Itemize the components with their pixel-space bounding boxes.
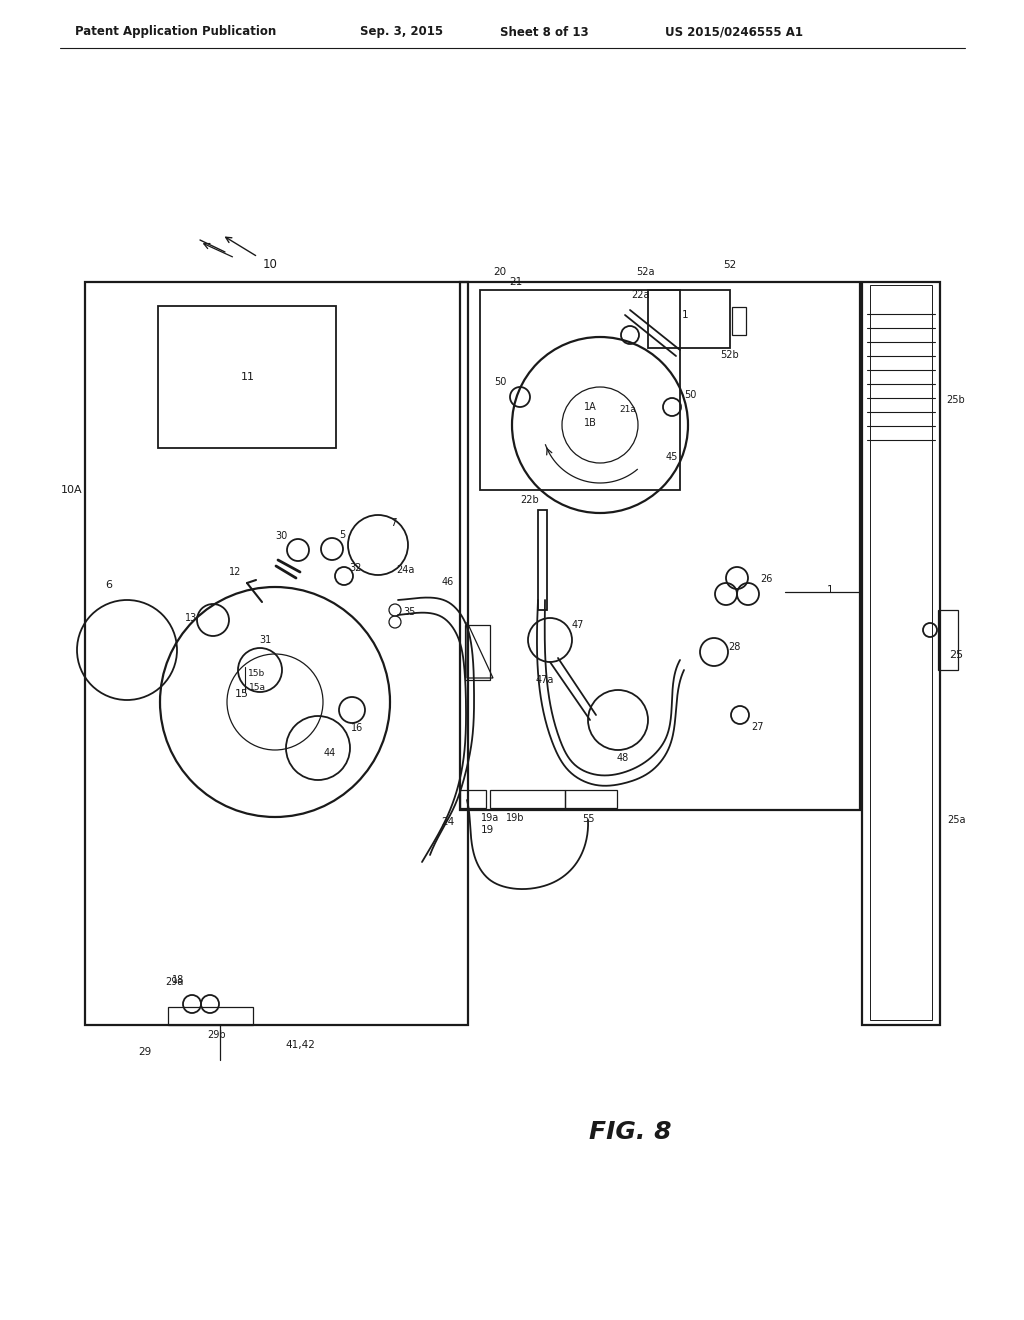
Text: 47: 47 [571, 620, 584, 630]
Bar [158, 306, 336, 447]
Text: 31: 31 [259, 635, 271, 645]
Text: 24a: 24a [396, 565, 414, 576]
Text: 7: 7 [390, 517, 396, 528]
Text: 30: 30 [274, 531, 287, 541]
Text: Patent Application Publication: Patent Application Publication [75, 25, 276, 38]
Text: 12: 12 [228, 568, 242, 577]
Text: 19a: 19a [481, 813, 499, 822]
Text: 15: 15 [234, 689, 249, 700]
Circle shape [923, 623, 937, 638]
Text: 52a: 52a [636, 267, 654, 277]
Bar [460, 789, 486, 808]
Text: 50: 50 [494, 378, 506, 387]
Text: 19: 19 [480, 825, 494, 836]
Bar [862, 282, 940, 1026]
Text: 6: 6 [105, 579, 113, 590]
Text: 35: 35 [402, 607, 415, 616]
Text: 41,42: 41,42 [285, 1040, 315, 1049]
Text: 55: 55 [582, 814, 594, 824]
Text: 13: 13 [185, 612, 198, 623]
Text: 44: 44 [324, 748, 336, 758]
Text: 10A: 10A [61, 484, 83, 495]
Text: 25b: 25b [946, 395, 966, 405]
Text: 47a: 47a [536, 675, 554, 685]
Bar [490, 789, 565, 808]
Bar [168, 1007, 253, 1026]
Text: 52: 52 [723, 260, 736, 271]
Text: 25a: 25a [947, 814, 966, 825]
Text: FIG. 8: FIG. 8 [589, 1119, 672, 1144]
Text: 22a: 22a [631, 290, 649, 300]
Bar [938, 610, 958, 671]
Bar [460, 282, 860, 810]
Text: 29: 29 [138, 1047, 152, 1057]
Bar [648, 290, 730, 348]
Bar [732, 308, 746, 335]
Text: 29b: 29b [208, 1030, 226, 1040]
Text: 52b: 52b [721, 350, 739, 360]
Text: 24: 24 [441, 817, 455, 828]
Text: 27: 27 [752, 722, 764, 733]
Text: 11: 11 [241, 372, 255, 381]
Text: Sep. 3, 2015: Sep. 3, 2015 [360, 25, 443, 38]
Text: 1: 1 [826, 585, 834, 595]
Text: US 2015/0246555 A1: US 2015/0246555 A1 [665, 25, 803, 38]
Text: 15a: 15a [249, 684, 265, 693]
Text: 45: 45 [666, 451, 678, 462]
Text: 28: 28 [728, 642, 740, 652]
Text: 1A: 1A [584, 403, 596, 412]
Text: 25: 25 [949, 649, 963, 660]
Text: 26: 26 [760, 574, 772, 583]
Bar [870, 285, 932, 1020]
Text: 21: 21 [509, 277, 522, 286]
Text: 1B: 1B [584, 418, 596, 428]
Text: 21a: 21a [620, 405, 637, 414]
Text: 19b: 19b [506, 813, 524, 822]
Bar [480, 290, 680, 490]
Text: 18: 18 [172, 975, 184, 985]
Text: 16: 16 [351, 723, 364, 733]
Text: 50: 50 [684, 389, 696, 400]
Bar [565, 789, 617, 808]
Text: 32: 32 [350, 564, 362, 573]
Text: 10: 10 [262, 259, 278, 272]
Text: 15b: 15b [249, 669, 265, 678]
Bar [85, 282, 468, 1026]
Bar [538, 510, 547, 610]
Text: 20: 20 [494, 267, 507, 277]
Text: 1: 1 [682, 310, 688, 319]
Text: Sheet 8 of 13: Sheet 8 of 13 [500, 25, 589, 38]
Text: 5: 5 [339, 531, 345, 540]
Text: 22b: 22b [520, 495, 540, 506]
Text: 46: 46 [442, 577, 454, 587]
Text: 48: 48 [616, 752, 629, 763]
Text: 29a: 29a [165, 977, 183, 987]
